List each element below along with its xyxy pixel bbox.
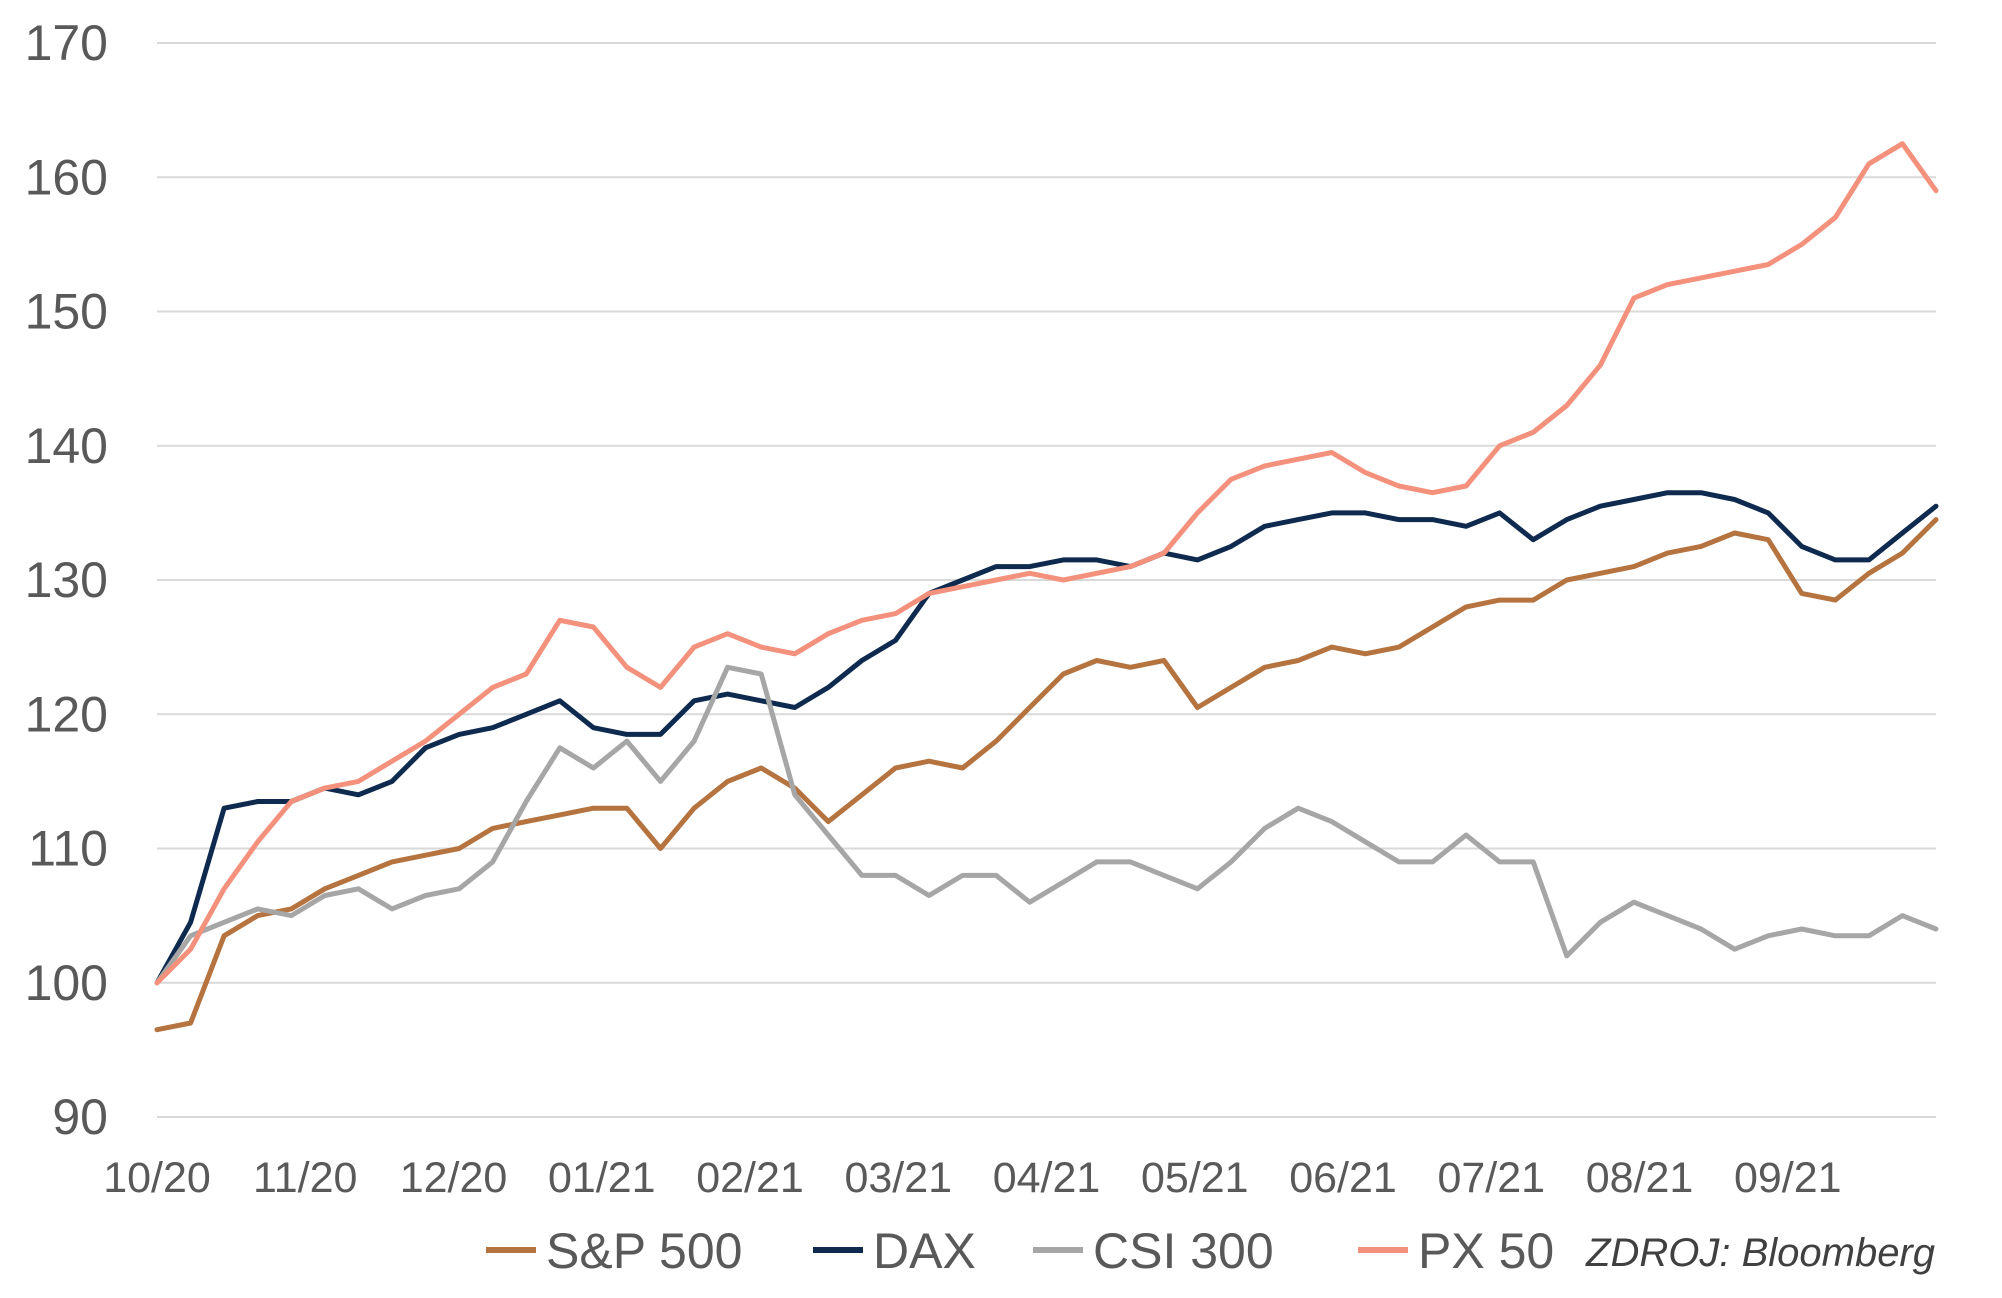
- x-tick-label: 12/20: [400, 1154, 508, 1202]
- y-tick-label: 160: [25, 149, 108, 205]
- y-tick-label: 110: [28, 821, 108, 877]
- x-tick-label: 11/20: [253, 1154, 357, 1202]
- x-tick-label: 09/21: [1734, 1154, 1842, 1202]
- x-tick-label: 01/21: [548, 1154, 656, 1202]
- y-tick-label: 170: [25, 15, 108, 71]
- y-tick-label: 140: [25, 418, 108, 474]
- source-note: ZDROJ: Bloomberg: [1585, 1231, 1935, 1275]
- legend: S&P 500 DAX CSI 300 PX 50: [486, 1223, 1554, 1279]
- y-tick-label: 120: [25, 686, 108, 742]
- y-tick-label: 130: [25, 552, 108, 608]
- x-tick-label: 05/21: [1141, 1154, 1249, 1202]
- legend-item: DAX: [873, 1223, 976, 1279]
- legend-item: PX 50: [1418, 1223, 1554, 1279]
- y-tick-label: 150: [25, 284, 108, 340]
- x-tick-label: 10/20: [103, 1154, 211, 1202]
- y-tick-label: 100: [25, 955, 108, 1011]
- series-line: [154, 664, 1939, 986]
- x-tick-label: 04/21: [993, 1154, 1101, 1202]
- y-tick-label: 90: [52, 1089, 108, 1145]
- gridlines: [157, 42, 1936, 1118]
- x-tick-label: 08/21: [1586, 1154, 1694, 1202]
- series-lines: [154, 141, 1939, 1033]
- legend-item: S&P 500: [546, 1223, 742, 1279]
- series-line: [154, 517, 1939, 1033]
- x-tick-label: 02/21: [696, 1154, 804, 1202]
- x-tick-label: 06/21: [1289, 1154, 1397, 1202]
- series-line: [154, 490, 1939, 986]
- series-line: [154, 141, 1939, 986]
- legend-item: CSI 300: [1093, 1223, 1274, 1279]
- y-axis-ticks: 90 100 110 120 130 140 150 160 170: [25, 15, 108, 1145]
- x-tick-label: 03/21: [844, 1154, 952, 1202]
- x-tick-label: 07/21: [1437, 1154, 1545, 1202]
- x-axis-ticks: 10/20 11/20 12/20 01/21 02/21 03/21 04/21 05/21…: [103, 1154, 1841, 1202]
